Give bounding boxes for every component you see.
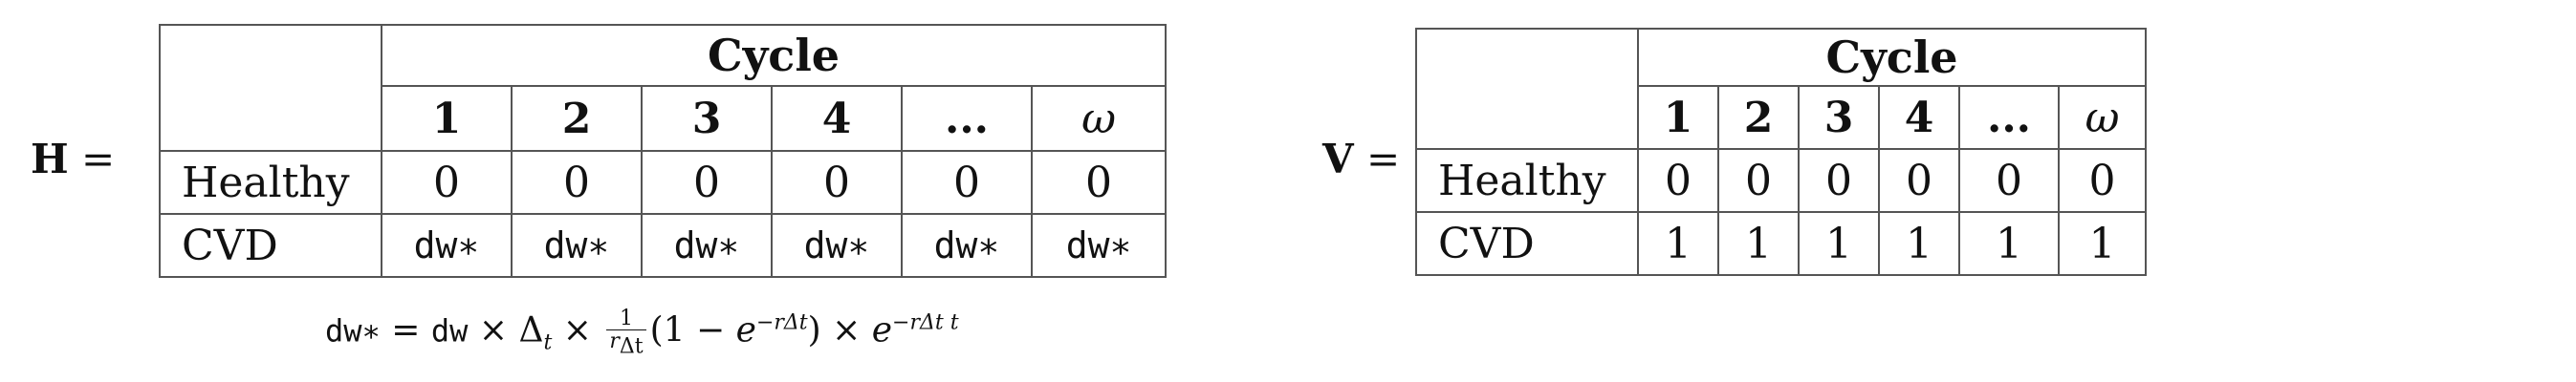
matrix-h-row-label: CVD — [159, 213, 382, 278]
formula-paren-close: ) — [807, 310, 821, 350]
formula-frac-den: r — [609, 329, 620, 354]
matrix-v-symbol: V — [1322, 136, 1354, 182]
matrix-h-row-cvd: CVD dw∗ dw∗ dw∗ dw∗ dw∗ dw∗ — [159, 213, 1168, 278]
matrix-v-col-4: 4 — [1878, 85, 1960, 150]
formula-exp-2: −rΔt t — [892, 310, 959, 335]
matrix-v-cell: 0 — [1958, 148, 2060, 213]
matrix-h-cell: 0 — [771, 150, 903, 215]
matrix-h-cell: dw∗ — [381, 213, 513, 278]
formula-delta-sub: t — [543, 330, 553, 355]
dw-star-formula: dw∗ = dw × Δt × 1 rΔt (1 − e−rΔt) × e−rΔt … — [325, 308, 959, 358]
matrix-v-cell: 1 — [1958, 211, 2060, 276]
matrix-h-equals: = — [81, 136, 116, 182]
matrix-h-cell: 0 — [641, 150, 773, 215]
formula-exp-1: −rΔt — [755, 310, 808, 335]
matrix-v-cell: 1 — [1798, 211, 1880, 276]
matrix-h-cell: 0 — [381, 150, 513, 215]
matrix-h-cell: dw∗ — [511, 213, 643, 278]
matrix-v-cell: 1 — [1717, 211, 1800, 276]
matrix-v-cell: 0 — [1878, 148, 1960, 213]
matrix-h-cell: dw∗ — [901, 213, 1033, 278]
matrix-h-table: Cycle 1 2 3 4 ... ω Healthy 0 0 0 0 0 0 … — [159, 24, 1168, 278]
matrix-v-row-healthy: Healthy 0 0 0 0 0 0 — [1415, 148, 2148, 213]
matrix-v-col-3: 3 — [1798, 85, 1880, 150]
matrix-v-cell: 1 — [1878, 211, 1960, 276]
matrix-h-cycle-header: Cycle — [380, 24, 1168, 87]
formula-times-1: × — [468, 310, 519, 350]
matrix-v-cell: 0 — [1637, 148, 1719, 213]
matrix-h-row-label: Healthy — [159, 150, 382, 215]
matrix-h-row-healthy: Healthy 0 0 0 0 0 0 — [159, 150, 1168, 215]
matrix-h-symbol: H — [31, 136, 69, 182]
matrix-v-cycle-header: Cycle — [1636, 28, 2148, 87]
formula-fraction: 1 rΔt — [606, 308, 646, 359]
formula-lhs: dw∗ — [325, 312, 381, 350]
matrix-h-cell: dw∗ — [1030, 213, 1168, 278]
matrix-v-col-1: 1 — [1637, 85, 1719, 150]
formula-equals: = — [380, 310, 431, 350]
matrix-h-col-2: 2 — [511, 85, 643, 152]
matrix-v-cell: 0 — [1717, 148, 1800, 213]
matrix-v-cell: 1 — [2057, 211, 2148, 276]
matrix-h-col-ellipsis: ... — [901, 85, 1033, 152]
formula-paren-open: (1 − — [649, 310, 736, 350]
matrix-h-label: H = — [31, 139, 115, 180]
formula-frac-den-sub: Δt — [619, 334, 644, 359]
matrix-h-col-omega: ω — [1030, 85, 1168, 152]
matrix-v-col-ellipsis: ... — [1958, 85, 2060, 150]
matrix-h-col-3: 3 — [641, 85, 773, 152]
matrix-h-corner — [159, 24, 382, 152]
matrix-v-row-cvd: CVD 1 1 1 1 1 1 — [1415, 211, 2148, 276]
matrix-v-row-label: CVD — [1415, 211, 1639, 276]
matrix-v-col-2: 2 — [1717, 85, 1800, 150]
matrix-v-cell: 0 — [2057, 148, 2148, 213]
formula-delta: Δ — [518, 310, 544, 350]
formula-times-2: × — [552, 310, 603, 350]
matrix-v-row-label: Healthy — [1415, 148, 1639, 213]
formula-frac-num: 1 — [606, 308, 646, 331]
matrix-v-equals: = — [1365, 136, 1401, 182]
matrix-h-col-1: 1 — [381, 85, 513, 152]
matrix-v-table: Cycle 1 2 3 4 ... ω Healthy 0 0 0 0 0 0 … — [1415, 28, 2148, 276]
matrix-h-cell: 0 — [511, 150, 643, 215]
matrix-v-cell: 1 — [1637, 211, 1719, 276]
matrix-v-corner — [1415, 28, 1639, 150]
matrix-h-col-4: 4 — [771, 85, 903, 152]
matrix-v-label: V = — [1322, 139, 1400, 180]
matrix-h-cell: dw∗ — [771, 213, 903, 278]
matrix-h-cell: 0 — [1030, 150, 1168, 215]
matrix-h-cell: dw∗ — [641, 213, 773, 278]
formula-times-3: × — [820, 310, 872, 350]
matrix-h-cell: 0 — [901, 150, 1033, 215]
formula-dw: dw — [430, 312, 469, 350]
matrix-v-col-omega: ω — [2057, 85, 2148, 150]
formula-e-2: e — [871, 310, 893, 350]
matrix-v-cell: 0 — [1798, 148, 1880, 213]
formula-e-1: e — [735, 310, 756, 350]
